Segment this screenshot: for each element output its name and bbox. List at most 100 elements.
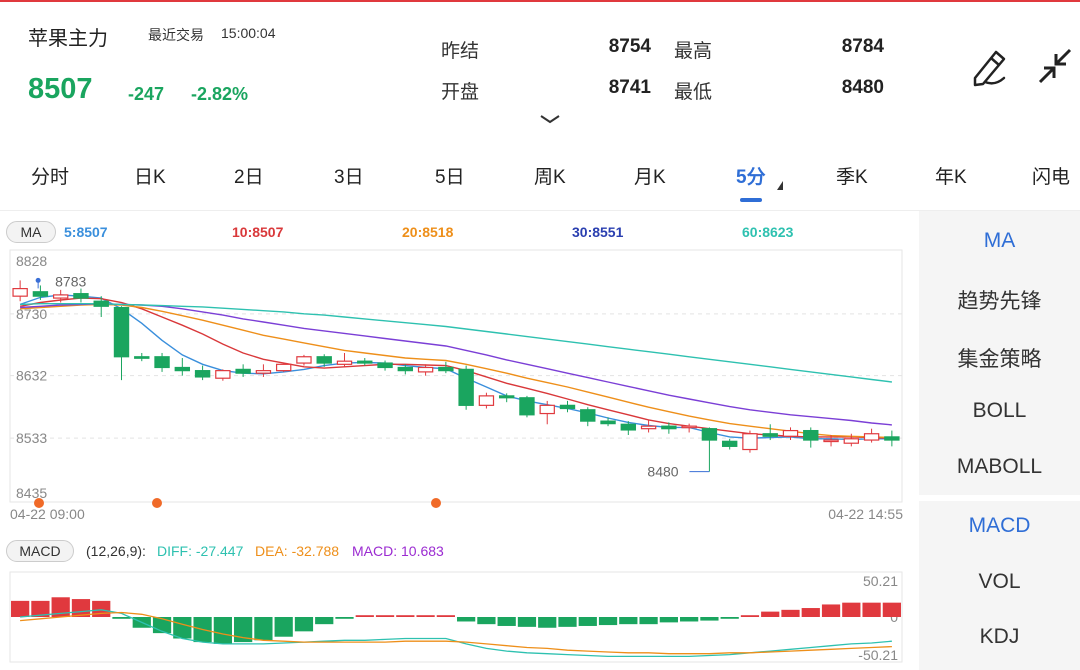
macd-bar — [720, 617, 739, 619]
ma10-value: 10:8507 — [232, 224, 284, 240]
y-tick-label: 8533 — [16, 430, 47, 446]
candle-body — [742, 433, 758, 451]
candle-body — [681, 425, 697, 429]
side-item-vol[interactable]: VOL — [978, 570, 1021, 593]
ma5-line — [19, 294, 892, 441]
indicator-side-menu: MA 趋势先锋 集金策略 BOLL MABOLL MACD VOL KDJ — [919, 211, 1080, 670]
macd-bar — [659, 617, 678, 623]
candle-body — [194, 370, 211, 378]
ma20-value: 20:8518 — [402, 224, 454, 240]
tab-weekly-k[interactable]: 周K — [534, 167, 566, 188]
tab-5-min[interactable]: 5分 — [736, 167, 766, 188]
candle-body — [823, 439, 839, 443]
macd-bar — [436, 615, 455, 617]
candle-body — [134, 356, 150, 359]
ma10-line — [19, 297, 892, 439]
session-marker-dot — [431, 498, 441, 508]
tab-flash[interactable]: 闪电 — [1032, 167, 1071, 188]
macd-bar — [578, 617, 597, 626]
macd-bar — [335, 617, 354, 619]
ma-indicator-button[interactable]: MA — [6, 221, 56, 243]
tab-daily-k[interactable]: 日K — [134, 167, 166, 188]
y-tick-label: 8828 — [16, 253, 47, 269]
candle-body — [12, 288, 28, 297]
candle-body — [52, 294, 69, 299]
stat-label-prev-settle: 昨结 — [441, 41, 480, 62]
candle-body — [640, 425, 657, 430]
macd-bar — [11, 600, 30, 617]
macd-bar — [396, 615, 415, 617]
side-item-maboll[interactable]: MABOLL — [956, 455, 1043, 478]
macd-bar — [517, 617, 537, 627]
side-item-ma[interactable]: MA — [983, 229, 1016, 252]
tab-2-day[interactable]: 2日 — [234, 167, 264, 188]
ma5-value: 5:8507 — [64, 224, 108, 240]
dea-line — [20, 611, 892, 655]
candle-body — [620, 423, 637, 431]
candle-body — [93, 300, 109, 307]
ma30-value: 30:8551 — [572, 224, 624, 240]
side-item-kdj[interactable]: KDJ — [979, 625, 1020, 648]
expand-chevron-icon[interactable] — [540, 115, 560, 124]
macd-bar — [781, 609, 800, 617]
tab-3-day[interactable]: 3日 — [334, 167, 364, 188]
y-tick-label: 8435 — [16, 485, 47, 501]
candle-body — [803, 429, 819, 441]
side-item-boll[interactable]: BOLL — [972, 399, 1027, 422]
candle-body — [438, 366, 454, 372]
candle-body — [721, 440, 738, 447]
side-item-gold-strategy[interactable]: 集金策略 — [957, 348, 1042, 371]
candle-body — [215, 370, 231, 379]
x-label-end: 04-22 14:55 — [828, 506, 903, 522]
tab-quarterly-k[interactable]: 季K — [836, 167, 868, 188]
kline-frame — [9, 249, 903, 503]
candle-body — [580, 409, 596, 422]
candle-body — [478, 395, 495, 406]
ma60-value: 60:8623 — [742, 224, 794, 240]
macd-bar — [497, 617, 516, 626]
tab-yearly-k[interactable]: 年K — [935, 167, 967, 188]
macd-bar — [51, 597, 70, 617]
candle-body — [782, 429, 799, 437]
macd-bar — [558, 617, 577, 627]
candle-body — [539, 404, 555, 415]
macd-bar — [416, 615, 435, 617]
ma60-line — [20, 303, 892, 383]
macd-value: MACD: 10.683 — [352, 543, 444, 559]
macd-bar — [294, 617, 314, 632]
side-item-macd[interactable]: MACD — [968, 514, 1031, 537]
candle-body — [296, 356, 312, 364]
side-item-trend-pioneer[interactable]: 趋势先锋 — [957, 290, 1042, 313]
macd-indicator-button[interactable]: MACD — [6, 540, 74, 562]
candle-body — [235, 368, 251, 374]
price-change-percent: -2.82% — [191, 84, 249, 104]
stat-value-open: 8741 — [608, 77, 651, 98]
draw-pen-icon[interactable] — [973, 50, 1006, 87]
candle-body — [316, 356, 332, 364]
macd-bar — [801, 608, 820, 617]
candle-body — [600, 420, 616, 425]
last-trade-label: 最近交易 — [148, 27, 204, 43]
candle-body — [519, 397, 535, 416]
macd-bar — [213, 617, 232, 644]
price-change: -247 — [128, 84, 165, 104]
macd-bar — [598, 617, 618, 626]
candle-body — [377, 362, 393, 369]
stat-value-high: 8784 — [841, 36, 884, 57]
macd-bar — [234, 617, 253, 643]
ma30-line — [20, 302, 892, 426]
tab-5-day[interactable]: 5日 — [435, 167, 465, 188]
y-tick-label: 8632 — [16, 368, 47, 384]
tab-intraday[interactable]: 分时 — [31, 167, 70, 188]
candle-body — [255, 370, 272, 374]
candle-body — [661, 425, 677, 430]
candle-body — [174, 366, 191, 372]
macd-params: (12,26,9): — [86, 543, 146, 559]
current-price: 8507 — [28, 73, 93, 105]
macd-bar — [740, 615, 760, 617]
collapse-fullscreen-icon[interactable] — [1038, 48, 1072, 84]
stat-value-prev-settle: 8754 — [608, 36, 651, 57]
tab-monthly-k[interactable]: 月K — [634, 167, 666, 188]
stat-label-open: 开盘 — [441, 82, 480, 103]
